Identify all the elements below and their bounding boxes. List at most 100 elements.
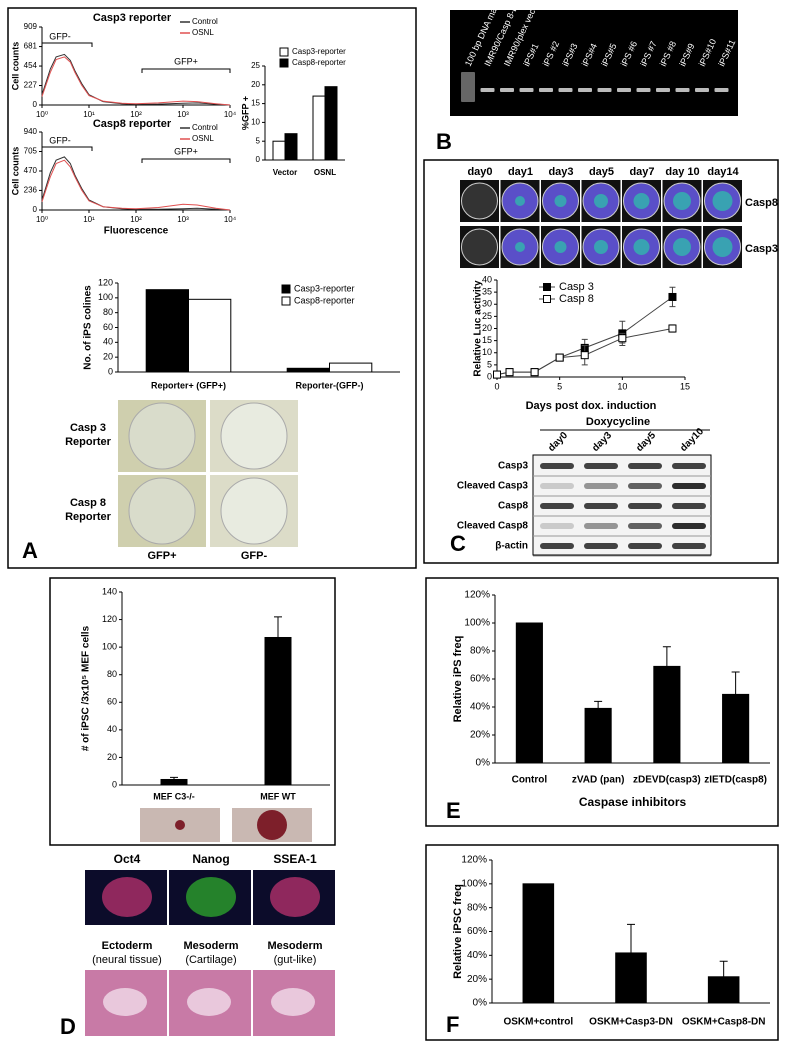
blot-band (672, 523, 706, 529)
y-tick-label: 15 (482, 335, 492, 345)
y-tick-label: 20 (107, 752, 117, 762)
y-tick-label: 0 (33, 100, 38, 109)
panel-d-frame (49, 577, 336, 846)
y-axis-label: No. of iPS colines (83, 285, 94, 370)
y-tick-label: 227 (24, 81, 38, 90)
panel-c-frame (423, 159, 779, 564)
x-tick-label: 10⁴ (224, 110, 237, 119)
data-point (668, 324, 677, 333)
stain-label: Oct4 (114, 852, 141, 866)
legend-label: Casp3-reporter (292, 47, 346, 56)
y-tick-label: 909 (24, 22, 38, 31)
y-tick-label: 80 (103, 307, 113, 317)
x-tick-label: 0 (494, 381, 499, 391)
blot-band (540, 523, 574, 529)
y-tick-label: 0 (108, 366, 113, 376)
annotation: GFP- (49, 31, 71, 41)
gel-image (450, 10, 738, 116)
row-label: Casp3 (498, 461, 528, 472)
y-axis-label: Relative Luc activity (473, 280, 484, 377)
legend-swatch (281, 284, 291, 294)
image (186, 877, 236, 917)
image (633, 193, 650, 209)
bar (188, 298, 232, 373)
y-tick-label: 80% (470, 646, 490, 657)
legend-label: Casp 3 (559, 281, 594, 293)
data-point (668, 292, 677, 301)
bar (145, 289, 189, 373)
image (554, 241, 567, 253)
y-tick-label: 30 (482, 299, 492, 309)
axis-line (121, 592, 330, 786)
y-tick-label: 0 (487, 371, 492, 381)
row-label: β-actin (495, 541, 528, 552)
stain-label: SSEA-1 (273, 852, 317, 866)
y-tick-label: 20 (251, 80, 260, 89)
column-label: day1 (508, 166, 533, 178)
gel-band (714, 88, 729, 92)
legend-swatch (543, 295, 551, 303)
x-tick-label: zVAD (pan) (572, 775, 625, 786)
legend-swatch (543, 283, 551, 291)
bar (722, 693, 750, 764)
y-tick-label: 10 (482, 347, 492, 357)
blot-band (628, 463, 662, 469)
error-bar (627, 923, 635, 953)
image (461, 228, 498, 266)
panel-letter: B (436, 129, 452, 154)
germ-label: (Cartilage) (185, 954, 236, 966)
x-tick-label: MEF WT (260, 791, 296, 801)
gel-band (578, 88, 592, 92)
bar (324, 86, 338, 161)
western-treatment: Doxycycline (586, 416, 650, 428)
legend-swatch (281, 296, 291, 306)
blot-band (584, 543, 618, 549)
blot-band (628, 483, 662, 489)
legend-swatch (279, 58, 289, 68)
row-label: Reporter (65, 436, 112, 448)
legend-label: Control (192, 123, 218, 132)
y-tick-label: 60% (470, 674, 490, 685)
blot-band (628, 543, 662, 549)
legend-label: Casp8-reporter (294, 295, 355, 305)
blot-band (584, 523, 618, 529)
image (461, 182, 498, 220)
legend-label: Control (192, 17, 218, 26)
y-tick-label: 0% (473, 998, 488, 1009)
x-tick-label: 10⁴ (224, 215, 237, 224)
gel-band (597, 88, 612, 92)
x-tick-label: 10² (130, 215, 142, 224)
image (515, 196, 525, 206)
row-label: Casp 8 (70, 497, 106, 509)
blot-band (584, 483, 618, 489)
image (128, 402, 196, 470)
y-axis-label: Relative iPSC freq (452, 884, 464, 979)
panel-letter: D (60, 1014, 76, 1039)
y-tick-label: 60 (107, 697, 117, 707)
error-bar (719, 960, 728, 977)
x-axis-label: Caspase inhibitors (579, 795, 687, 809)
image (594, 240, 608, 254)
image (673, 192, 691, 210)
column-label: GFP+ (147, 550, 176, 562)
data-point (618, 334, 627, 343)
x-tick-label: 10¹ (83, 215, 95, 224)
blot-band (672, 503, 706, 509)
image (175, 820, 185, 830)
annotation: GFP+ (174, 146, 198, 156)
x-tick-label: 10¹ (83, 110, 95, 119)
y-tick-label: 20 (482, 323, 492, 333)
row-label: Cleaved Casp3 (457, 481, 529, 492)
blot-band (540, 483, 574, 489)
y-tick-label: 60% (467, 926, 487, 937)
error-bar (274, 616, 282, 638)
x-tick-label: MEF C3-/- (153, 791, 195, 801)
y-tick-label: 454 (24, 61, 38, 70)
x-tick-label: 10³ (177, 215, 189, 224)
error-bar (170, 776, 178, 780)
y-tick-label: 940 (24, 127, 38, 136)
legend-swatch (279, 47, 289, 57)
blot-band (540, 503, 574, 509)
image (633, 239, 650, 255)
bar (160, 778, 188, 786)
